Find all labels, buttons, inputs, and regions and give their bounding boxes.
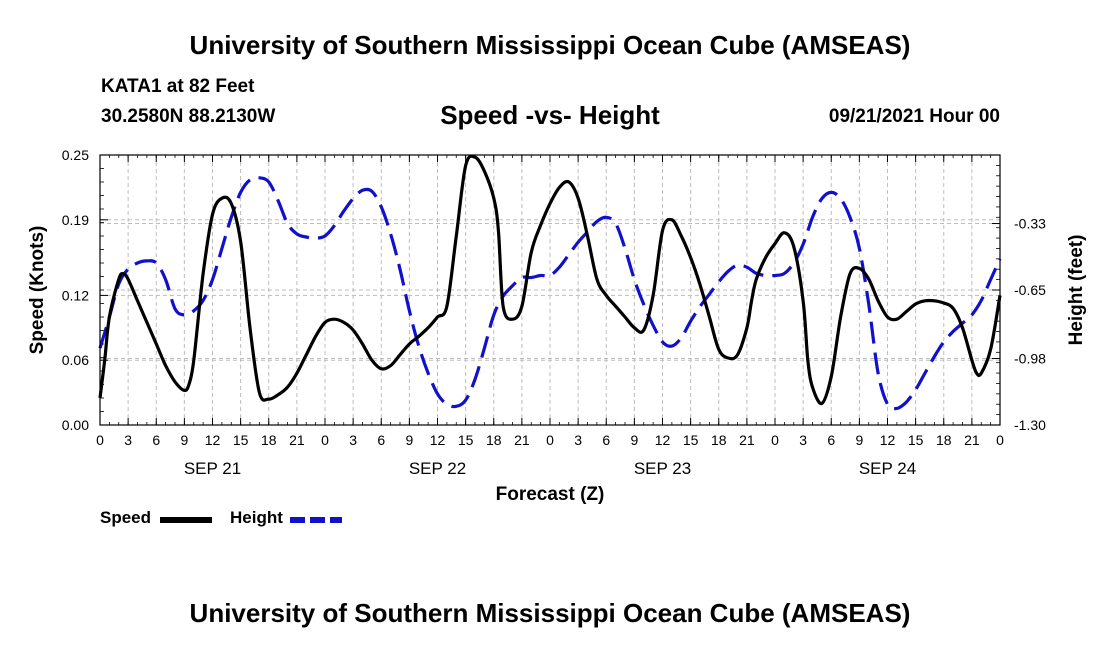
x-tick-label: 3	[574, 432, 582, 448]
x-tick-label: 0	[96, 432, 104, 448]
x-tick-label: 3	[124, 432, 132, 448]
y2-tick-label: -1.30	[1014, 417, 1046, 433]
series-line-speed	[98, 154, 1002, 406]
x-tick-label: 18	[261, 432, 277, 448]
x-tick-label: 15	[683, 432, 699, 448]
x-tick-label: 3	[349, 432, 357, 448]
chart-title: University of Southern Mississippi Ocean…	[189, 30, 911, 60]
y-tick-label: 0.06	[62, 352, 89, 368]
y-tick-label: 0.19	[62, 212, 89, 228]
station-label: KATA1 at 82 Feet	[101, 76, 255, 97]
x-tick-label: 9	[180, 432, 188, 448]
x-tick-label: 6	[377, 432, 385, 448]
date-label: SEP 23	[634, 459, 691, 478]
x-tick-label: 0	[996, 432, 1004, 448]
x-tick-label: 21	[514, 432, 530, 448]
series-layer	[98, 154, 1002, 411]
y-tick-label: 0.12	[62, 287, 89, 303]
x-tick-label: 3	[799, 432, 807, 448]
y2-tick-label: -0.65	[1014, 282, 1046, 298]
coordinates-label: 30.2580N 88.2130W	[101, 106, 276, 127]
x-tick-label: 15	[908, 432, 924, 448]
x-tick-label: 12	[430, 432, 446, 448]
y2-tick-label: -0.33	[1014, 216, 1046, 232]
tick-layer: 0 3 6 9 12 15 18 21 0 3 6 9 12 15 18 21 0 3 6 9 12 15 18 21 0 3 6 9…	[62, 147, 1046, 478]
legend-height-label: Height	[230, 508, 283, 527]
x-tick-label: 21	[289, 432, 305, 448]
x-tick-label: 15	[458, 432, 474, 448]
x-tick-label: 15	[233, 432, 249, 448]
x-tick-label: 6	[827, 432, 835, 448]
x-tick-label: 9	[630, 432, 638, 448]
series-line-height	[98, 176, 1002, 411]
x-tick-label: 12	[205, 432, 221, 448]
x-tick-label: 9	[405, 432, 413, 448]
y-tick-label: 0.00	[62, 417, 89, 433]
x-tick-label: 6	[152, 432, 160, 448]
plot-frame	[99, 154, 1001, 426]
x-tick-label: 21	[739, 432, 755, 448]
x-tick-label: 18	[711, 432, 727, 448]
x-tick-label: 6	[602, 432, 610, 448]
x-tick-label: 12	[655, 432, 671, 448]
x-tick-label: 9	[855, 432, 863, 448]
forecast-datetime: 09/21/2021 Hour 00	[828, 106, 1000, 127]
x-axis-label: Forecast (Z)	[496, 484, 605, 505]
footer-title: University of Southern Mississippi Ocean…	[189, 598, 911, 628]
grid-layer	[100, 155, 1000, 426]
x-tick-label: 0	[771, 432, 779, 448]
x-tick-label: 21	[964, 432, 980, 448]
date-label: SEP 22	[409, 459, 466, 478]
y-axis-label: Speed (Knots)	[27, 226, 48, 355]
y-tick-label: 0.25	[62, 147, 89, 163]
date-label: SEP 21	[184, 459, 241, 478]
y2-axis-label: Height (feet)	[1066, 235, 1087, 346]
chart-subtitle: Speed -vs- Height	[440, 100, 660, 130]
y2-tick-label: -0.98	[1014, 351, 1046, 367]
legend-speed-label: Speed	[100, 508, 152, 527]
x-tick-label: 18	[936, 432, 952, 448]
x-tick-label: 12	[880, 432, 896, 448]
frame-layer	[99, 154, 1001, 426]
x-tick-label: 0	[546, 432, 554, 448]
x-tick-label: 0	[321, 432, 329, 448]
x-tick-label: 18	[486, 432, 502, 448]
date-label: SEP 24	[859, 459, 916, 478]
